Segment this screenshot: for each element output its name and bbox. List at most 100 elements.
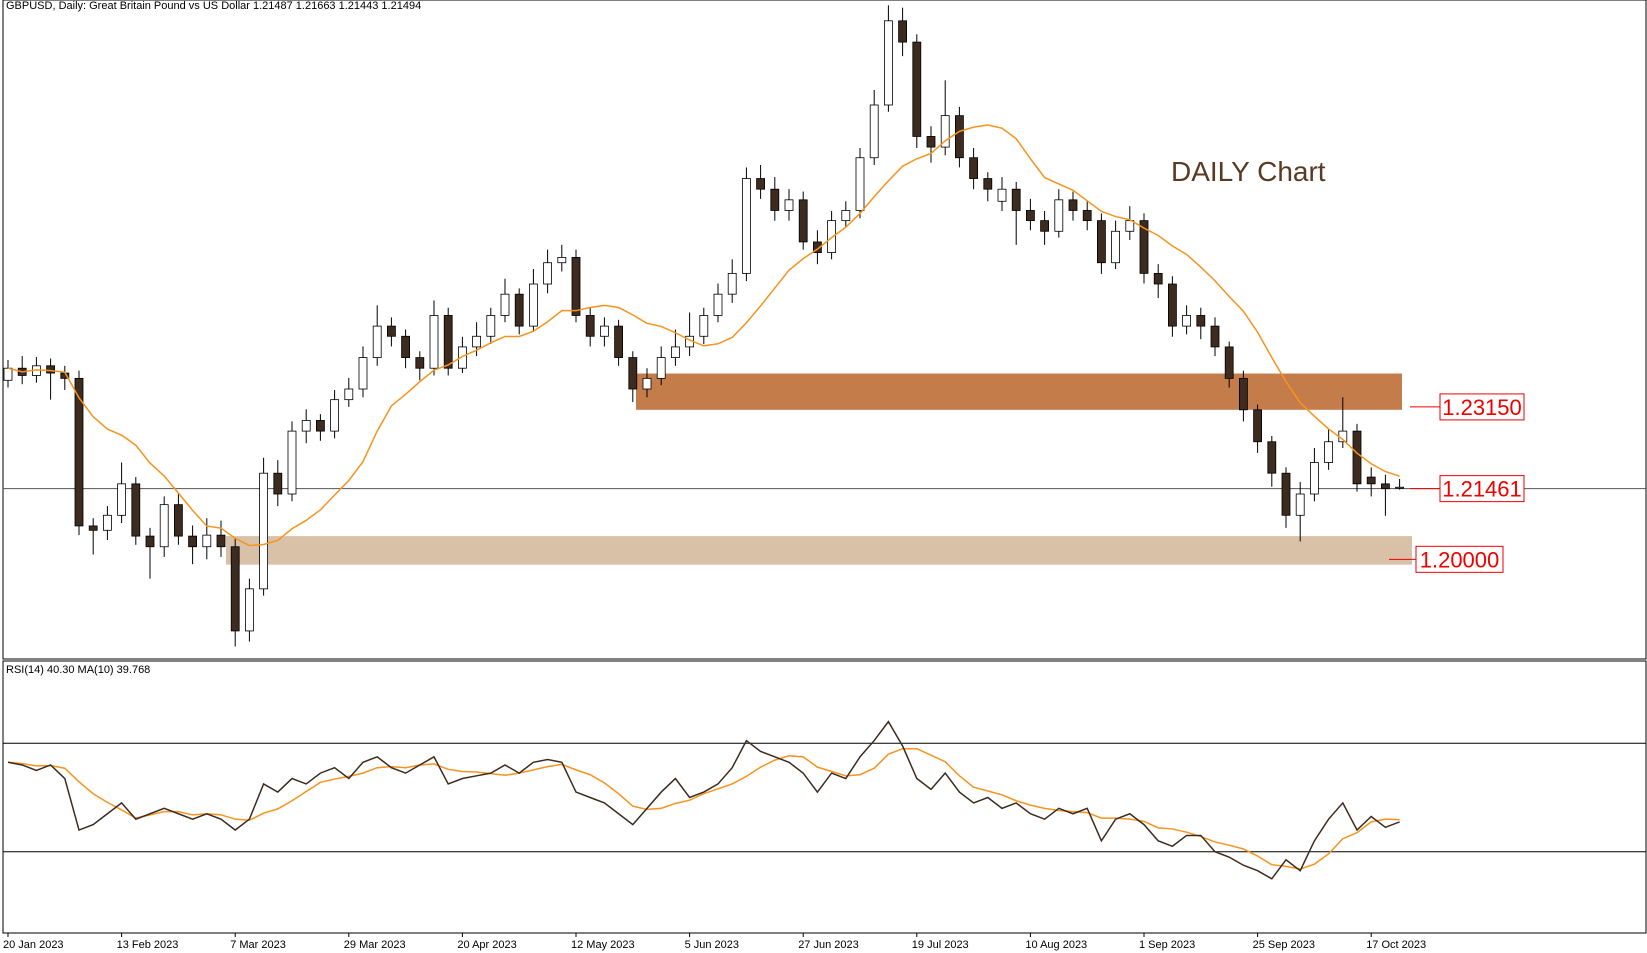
x-tick-label: 20 Apr 2023 bbox=[457, 939, 516, 951]
candle-body bbox=[671, 346, 680, 358]
candle-body bbox=[287, 430, 297, 495]
candle-body bbox=[855, 157, 865, 211]
candle-body bbox=[386, 325, 396, 337]
candle-body bbox=[841, 210, 851, 222]
candle-body bbox=[1395, 486, 1404, 489]
rsi-line bbox=[7, 720, 1400, 880]
candle-body bbox=[344, 388, 354, 401]
candle-body bbox=[301, 420, 311, 432]
candle-body bbox=[926, 136, 936, 148]
candle-body bbox=[173, 504, 183, 537]
candle-body bbox=[1253, 409, 1262, 443]
level-box bbox=[1415, 545, 1504, 573]
rsi-ma bbox=[7, 747, 1400, 870]
candle-body bbox=[798, 199, 808, 243]
x-tick-label: 27 Jun 2023 bbox=[798, 939, 859, 951]
candle-body bbox=[784, 199, 794, 211]
price-ma bbox=[7, 124, 1400, 547]
chart-title: GBPUSD, Daily: Great Britain Pound vs US… bbox=[6, 0, 421, 12]
x-tick-label: 5 Jun 2023 bbox=[685, 939, 739, 951]
zone bbox=[226, 536, 1412, 565]
candle-body bbox=[585, 315, 595, 337]
rsi-frame bbox=[2, 660, 1647, 934]
candle-body bbox=[543, 262, 552, 285]
candle-body bbox=[699, 315, 709, 337]
candle-body bbox=[912, 41, 922, 137]
candle-body bbox=[1196, 315, 1206, 327]
candle-body bbox=[514, 293, 524, 327]
candle-body bbox=[3, 367, 13, 381]
candle-body bbox=[1381, 483, 1390, 490]
candle-body bbox=[1324, 441, 1333, 463]
candle-body bbox=[656, 357, 666, 379]
candle-body bbox=[1239, 377, 1248, 411]
candle-body bbox=[1281, 472, 1291, 516]
candle-body bbox=[1295, 493, 1305, 516]
candle-body bbox=[1366, 476, 1376, 485]
candle-body bbox=[600, 325, 609, 337]
candle-body bbox=[756, 178, 765, 190]
candle-body bbox=[1310, 462, 1319, 495]
candle-body bbox=[1082, 210, 1092, 222]
candle-body bbox=[614, 325, 623, 358]
candle-body bbox=[1139, 220, 1149, 274]
candle-body bbox=[1210, 325, 1220, 348]
candle-body bbox=[1054, 199, 1064, 232]
candle-body bbox=[159, 504, 169, 548]
candle-body bbox=[401, 335, 411, 358]
candle-body bbox=[74, 377, 84, 527]
candle-body bbox=[642, 377, 652, 390]
candle-body bbox=[571, 257, 581, 316]
candle-body bbox=[940, 115, 950, 148]
x-tick-label: 17 Oct 2023 bbox=[1366, 939, 1426, 951]
candle-body bbox=[557, 257, 567, 264]
candle-body bbox=[1224, 346, 1234, 379]
candle-body bbox=[273, 472, 283, 495]
candle-body bbox=[443, 315, 453, 369]
candle-body bbox=[216, 534, 226, 548]
candle-body bbox=[955, 115, 964, 159]
candle-body bbox=[429, 315, 439, 369]
candle-body bbox=[1097, 220, 1106, 264]
candle-body bbox=[713, 293, 723, 316]
candle-body bbox=[131, 483, 141, 537]
candle-body bbox=[259, 472, 269, 590]
candle-body bbox=[969, 157, 978, 179]
x-tick-label: 25 Sep 2023 bbox=[1253, 939, 1315, 951]
candle-body bbox=[1125, 220, 1135, 232]
candle-body bbox=[983, 178, 993, 190]
candle-body bbox=[997, 188, 1007, 202]
candle-body bbox=[244, 588, 254, 632]
level-label: 1.23150 bbox=[1442, 395, 1522, 420]
x-tick-label: 19 Jul 2023 bbox=[912, 939, 969, 951]
candle-body bbox=[1182, 315, 1191, 327]
rsi-title: RSI(14) 40.30 MA(10) 39.768 bbox=[6, 664, 150, 676]
x-tick-label: 13 Feb 2023 bbox=[117, 939, 179, 951]
candle-body bbox=[188, 535, 198, 548]
candle-body bbox=[103, 514, 112, 531]
candle-body bbox=[727, 272, 737, 295]
candle-body bbox=[457, 346, 467, 369]
x-tick-label: 20 Jan 2023 bbox=[3, 939, 64, 951]
candle-body bbox=[230, 546, 240, 632]
price-frame bbox=[2, 0, 1647, 660]
x-tick-label: 1 Sep 2023 bbox=[1139, 939, 1195, 951]
candle-body bbox=[1011, 188, 1021, 211]
candle-body bbox=[372, 325, 382, 358]
candle-body bbox=[315, 420, 325, 432]
x-tick-label: 10 Aug 2023 bbox=[1025, 939, 1087, 951]
candle-body bbox=[1267, 441, 1277, 474]
x-tick-label: 29 Mar 2023 bbox=[344, 939, 406, 951]
candle-body bbox=[88, 525, 98, 531]
candle-body bbox=[202, 534, 212, 548]
candle-body bbox=[500, 293, 510, 316]
candle-body bbox=[330, 399, 340, 432]
candle-body bbox=[46, 365, 55, 374]
candle-body bbox=[415, 357, 425, 369]
level-box bbox=[1439, 475, 1525, 503]
level-box bbox=[1439, 393, 1525, 421]
candle-body bbox=[472, 335, 482, 348]
candle-body bbox=[742, 178, 751, 274]
candle-body bbox=[813, 241, 822, 253]
